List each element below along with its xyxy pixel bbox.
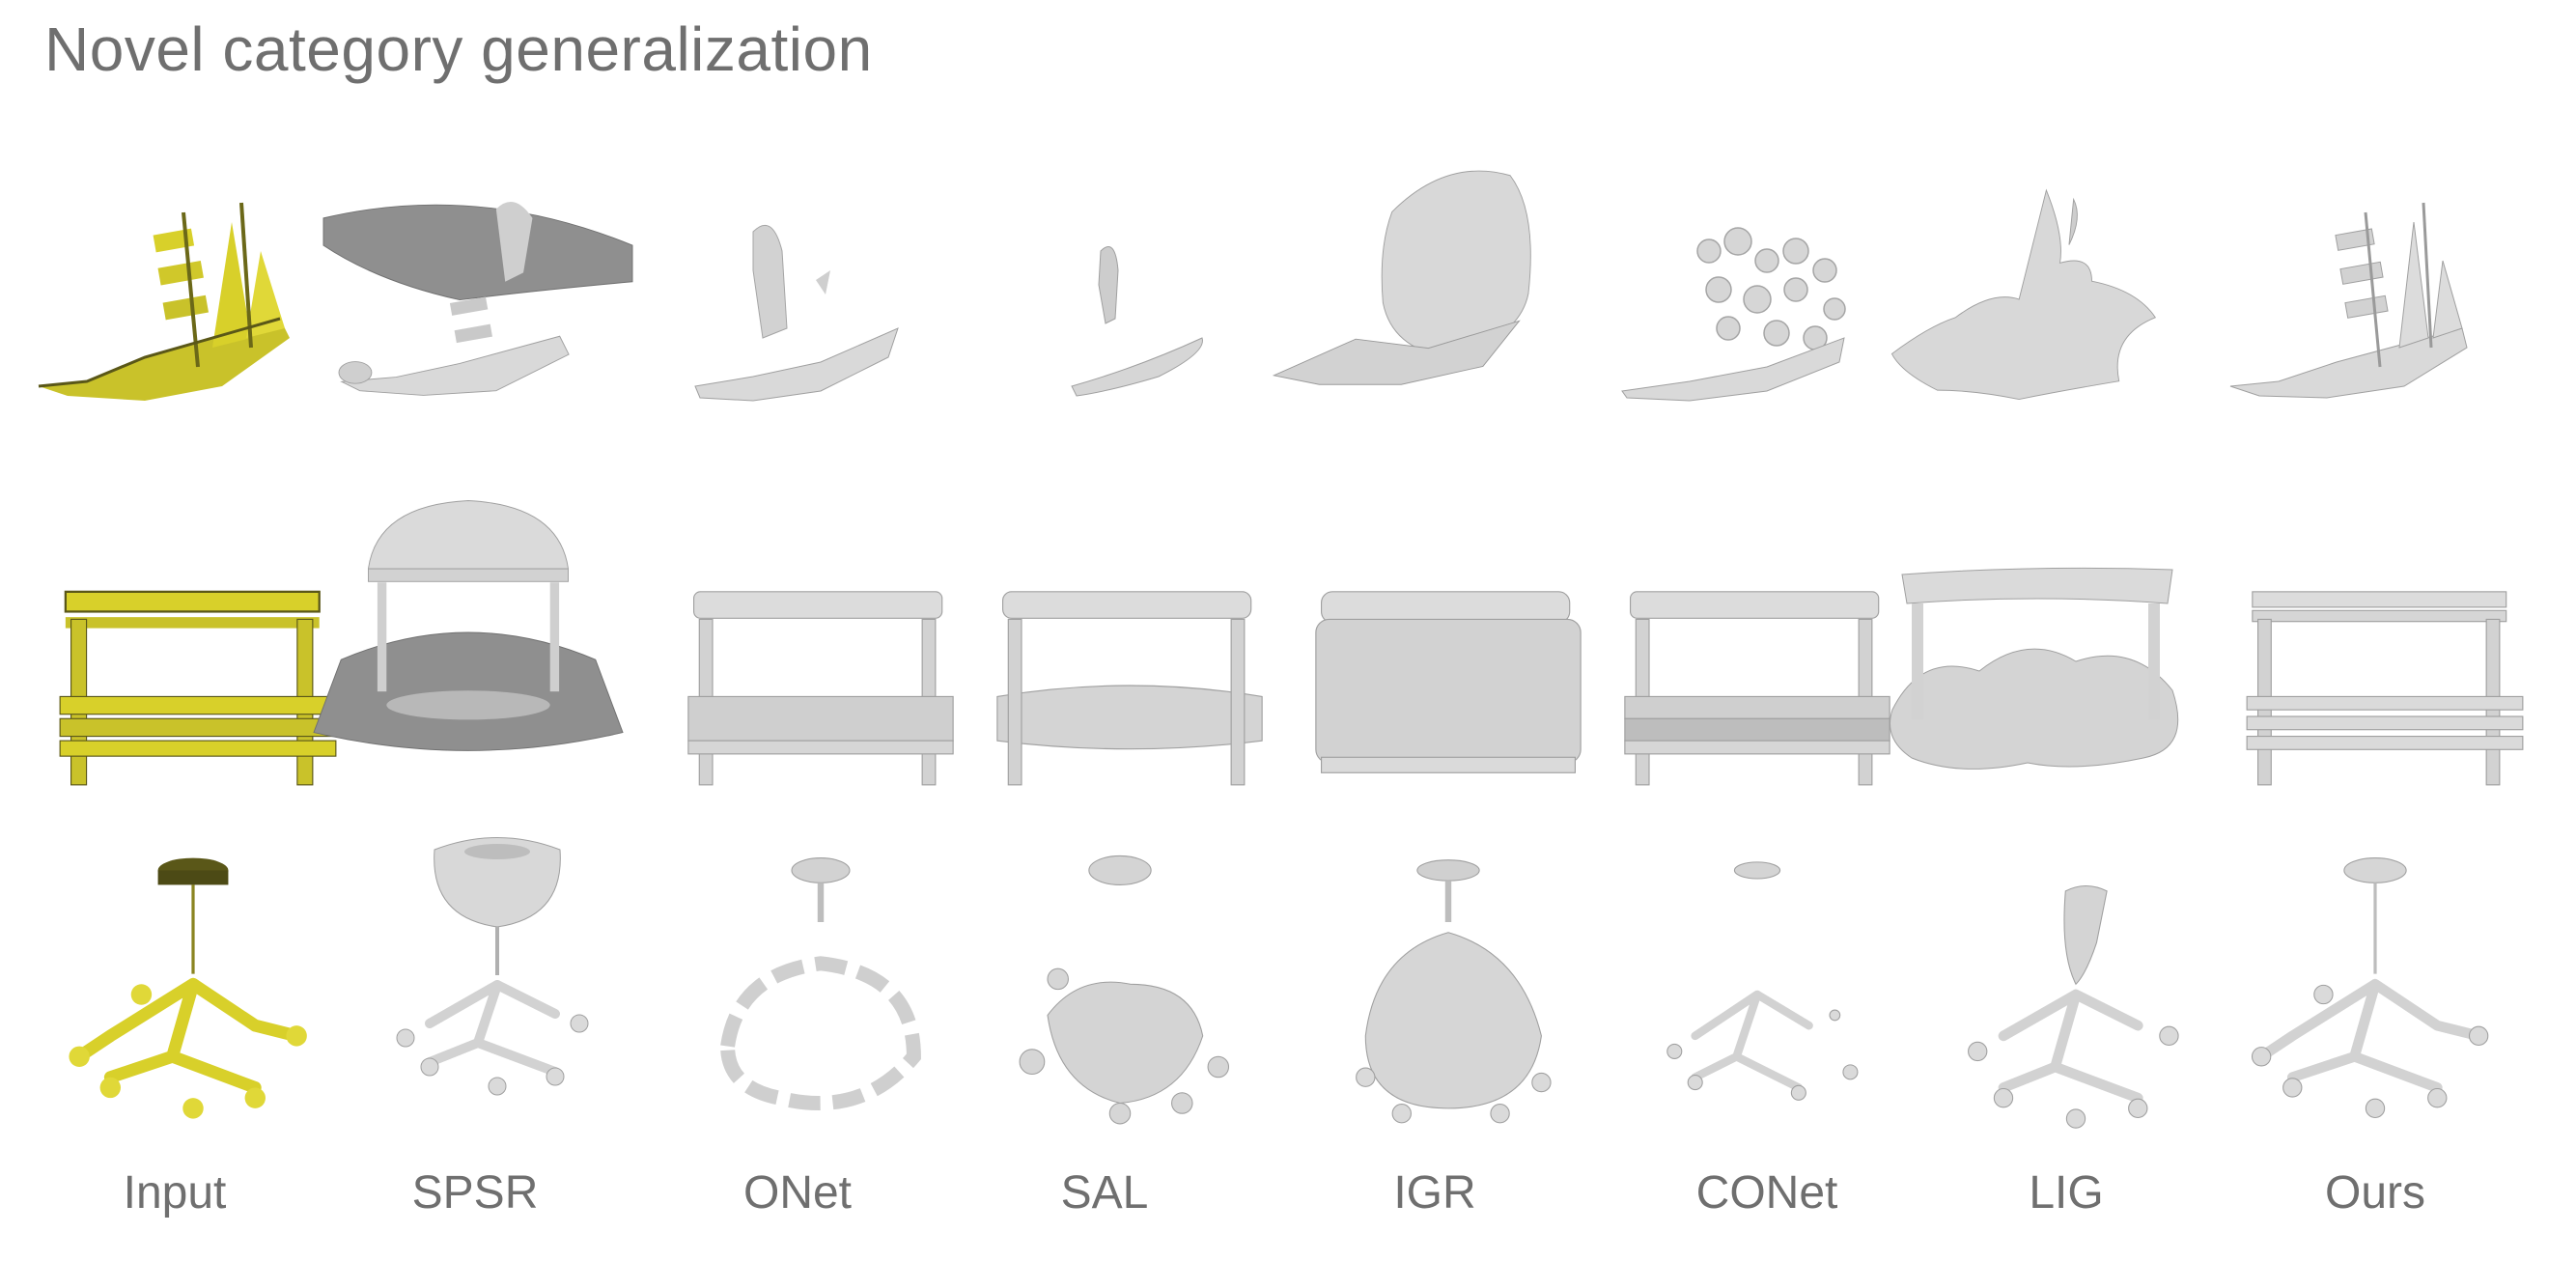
ship-onet xyxy=(657,164,966,454)
method-label-sal: SAL xyxy=(1060,1167,1149,1219)
method-label-spsr: SPSR xyxy=(411,1167,539,1219)
bench-igr xyxy=(1294,541,1603,830)
bench-conet xyxy=(1603,541,1912,830)
chandelier-igr xyxy=(1294,850,1603,1139)
ship-lig xyxy=(1883,154,2192,444)
bench-lig xyxy=(1883,531,2192,821)
chandelier-ours xyxy=(2221,850,2530,1139)
ship-sal xyxy=(966,164,1274,454)
bench-ours xyxy=(2230,541,2539,830)
chandelier-onet xyxy=(666,850,975,1139)
method-label-input: Input xyxy=(123,1167,227,1219)
chandelier-spsr xyxy=(343,830,652,1120)
page-title: Novel category generalization xyxy=(44,14,873,84)
chandelier-sal xyxy=(966,850,1274,1139)
method-label-igr: IGR xyxy=(1393,1167,1476,1219)
bench-input xyxy=(43,541,352,830)
method-label-lig: LIG xyxy=(2029,1167,2104,1219)
ship-igr xyxy=(1265,135,1574,425)
method-label-onet: ONet xyxy=(742,1167,853,1219)
method-label-conet: CONet xyxy=(1695,1167,1838,1219)
ship-input xyxy=(29,164,338,454)
ship-point-cloud xyxy=(38,202,290,401)
method-label-ours: Ours xyxy=(2324,1167,2426,1219)
bench-onet xyxy=(666,541,975,830)
ship-ours xyxy=(2221,164,2530,454)
ship-spsr xyxy=(322,164,633,454)
bench-spsr xyxy=(313,488,624,777)
chandelier-conet xyxy=(1603,850,1912,1139)
bench-sal xyxy=(975,541,1284,830)
chandelier-lig xyxy=(1921,850,2230,1139)
ship-conet xyxy=(1603,164,1912,454)
chandelier-input xyxy=(39,850,348,1139)
